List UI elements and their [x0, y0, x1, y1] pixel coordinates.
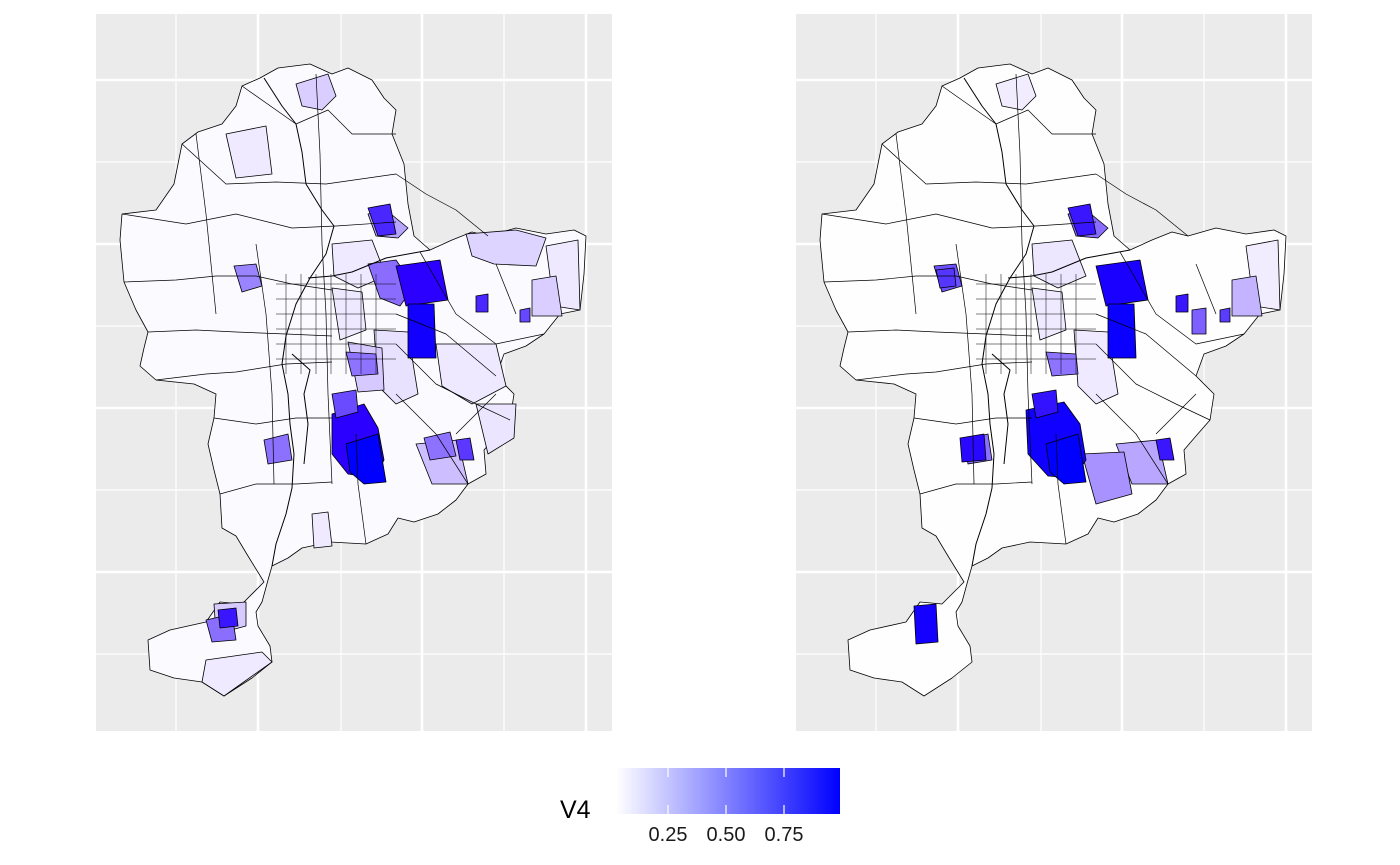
legend-title: V4: [560, 796, 591, 824]
region: [935, 267, 957, 289]
region: [1155, 437, 1175, 461]
region: [465, 229, 547, 267]
color-legend: V4 0.25 0.50 0.75: [560, 766, 860, 856]
map-regions: [819, 63, 1287, 697]
river: [263, 77, 335, 567]
region: [435, 343, 507, 405]
region: [1081, 451, 1133, 505]
region: [531, 275, 563, 317]
region: [1031, 239, 1087, 289]
region: [475, 403, 517, 455]
map-panel-left: [96, 14, 612, 731]
region: [407, 303, 437, 359]
river: [291, 353, 311, 465]
map-left-svg: [96, 14, 612, 731]
region: [1045, 351, 1079, 377]
map-regions: [119, 63, 587, 697]
legend-tick-label: 0.75: [764, 824, 804, 846]
region: [1107, 303, 1137, 359]
region: [1031, 389, 1059, 419]
region: [295, 73, 337, 111]
region: [995, 73, 1037, 111]
region: [331, 389, 359, 419]
river: [307, 249, 431, 279]
region: [1191, 307, 1207, 335]
region: [455, 437, 475, 461]
region: [201, 651, 273, 697]
river: [963, 77, 1035, 567]
legend-tick-label: 0.25: [648, 824, 688, 846]
region: [1067, 203, 1097, 237]
region: [913, 603, 939, 645]
region: [263, 433, 293, 465]
legend-gradient: [616, 768, 840, 814]
region: [1175, 293, 1189, 313]
river: [1007, 249, 1131, 279]
region: [1045, 433, 1087, 485]
region: [1073, 329, 1119, 405]
region: [345, 433, 387, 485]
legend-tick-marks: [667, 768, 785, 814]
region: [311, 511, 333, 549]
map-panel-right: [796, 14, 1312, 731]
river: [991, 353, 1011, 465]
map-right-svg: [796, 14, 1312, 731]
region: [1231, 275, 1263, 317]
region: [519, 307, 531, 323]
legend-tick-label: 0.50: [706, 824, 746, 846]
region: [475, 293, 489, 313]
region: [1219, 307, 1231, 323]
region: [225, 125, 273, 179]
region: [345, 351, 379, 377]
region: [217, 607, 239, 629]
region: [367, 203, 397, 237]
legend-colorbar: [616, 768, 840, 814]
